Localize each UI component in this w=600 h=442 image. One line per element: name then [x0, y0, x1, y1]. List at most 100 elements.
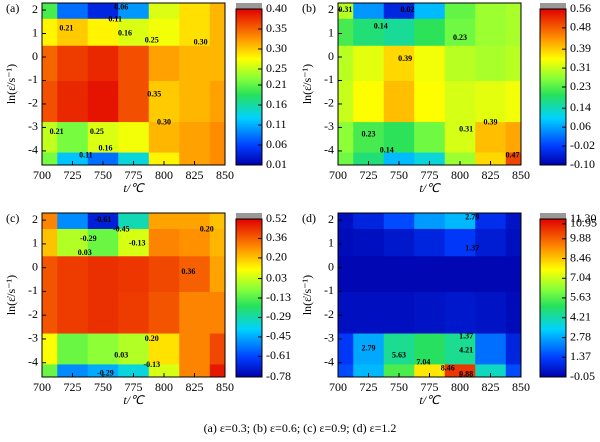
y-tick-label: -4	[324, 143, 334, 157]
contour-cell	[505, 3, 522, 19]
x-tick-label: 850	[512, 380, 530, 394]
contour-cell	[42, 121, 58, 153]
contour-cell	[444, 152, 476, 166]
contour-cell	[353, 291, 385, 334]
contour-cell	[475, 121, 507, 153]
y-tick-label: -1	[324, 283, 334, 297]
contour-cell	[414, 121, 446, 153]
y-axis-label: ln(ε̇/s⁻¹)	[4, 275, 18, 315]
y-tick-label: 1	[328, 25, 334, 39]
contour-cell	[505, 255, 522, 292]
colorbar-tick-label: 0.14	[570, 100, 591, 114]
contour-cell	[209, 80, 226, 123]
y-tick-label: 2	[32, 212, 38, 226]
colorbar-tick-label: 0.36	[266, 230, 287, 244]
contour-label: 4.21	[459, 346, 473, 355]
contour-cell	[444, 121, 476, 153]
contour-cell	[338, 213, 354, 229]
contour-cell	[57, 152, 89, 166]
colorbar-tick-label: 0.20	[266, 250, 287, 264]
contour-cell	[338, 152, 354, 166]
contour-cell	[353, 121, 385, 153]
y-axis-label: ln(ε̇/s⁻¹)	[4, 64, 18, 104]
contour-cell	[353, 228, 385, 257]
x-tick-label: 775	[125, 380, 143, 394]
contour-cell	[353, 18, 385, 46]
x-axis-label: t/℃	[419, 393, 441, 407]
contour-cell	[209, 45, 226, 81]
contour-cell	[179, 18, 211, 46]
contour-cell	[42, 3, 58, 19]
x-tick-label: 725	[64, 380, 82, 394]
contour-label: 0.30	[194, 38, 208, 47]
contour-cell	[383, 3, 415, 19]
contour-cell	[118, 363, 150, 378]
contour-label: -0.13	[143, 360, 160, 369]
contour-label: 0.16	[98, 143, 112, 152]
contour-cell	[444, 228, 476, 257]
x-tick-label: 850	[216, 380, 234, 394]
contour-cell	[475, 213, 507, 229]
contour-label: 0.39	[484, 118, 498, 127]
x-tick-label: 825	[186, 380, 204, 394]
contour-cell	[118, 80, 150, 123]
x-tick-label: 700	[329, 168, 347, 182]
contour-cell	[338, 363, 354, 378]
x-tick-label: 750	[390, 380, 408, 394]
contour-cell	[383, 18, 415, 46]
x-tick-label: 725	[64, 168, 82, 182]
contour-label: 0.25	[90, 127, 104, 136]
contour-label: 1.37	[459, 331, 473, 340]
colorbar-tick-label: -0.13	[266, 290, 291, 304]
contour-cell	[87, 228, 119, 257]
colorbar	[539, 218, 567, 378]
panel-label: (a)	[6, 1, 19, 15]
contour-cell	[353, 213, 385, 229]
contour-cell	[505, 152, 522, 166]
contour-cell	[179, 228, 211, 257]
colorbar-tick-label: -0.29	[266, 309, 291, 323]
colorbar-tick-label: 0.35	[266, 21, 287, 35]
contour-cell	[87, 3, 119, 19]
x-tick-label: 850	[216, 168, 234, 182]
contour-label: 2.79	[465, 213, 479, 222]
contour-label: 0.02	[401, 5, 415, 14]
contour-cell	[148, 152, 180, 166]
contour-cell	[148, 45, 180, 81]
contour-cell	[179, 80, 211, 123]
contour-cell	[383, 152, 415, 166]
contour-cell	[338, 121, 354, 153]
colorbar-tick-label: 0.11	[266, 117, 287, 131]
contour-label: 2.79	[362, 343, 376, 352]
contour-cell	[383, 45, 415, 81]
contour-cell	[383, 80, 415, 123]
contour-cell	[353, 152, 385, 166]
colorbar-tick-label: 11.30	[570, 211, 597, 225]
x-tick-label: 775	[125, 168, 143, 182]
contour-cell	[505, 121, 522, 153]
contour-cell	[209, 333, 226, 365]
contour-cell	[505, 291, 522, 334]
contour-cell	[414, 18, 446, 46]
contour-cell	[148, 80, 180, 123]
contour-cell	[414, 45, 446, 81]
contour-label: 0.36	[181, 267, 195, 276]
contour-cell	[179, 291, 211, 334]
contour-cell	[118, 3, 150, 19]
colorbar-tick-label: 0.31	[570, 60, 591, 74]
contour-cell	[118, 333, 150, 365]
x-tick-label: 800	[155, 380, 173, 394]
colorbar-tick-label: 0.21	[266, 77, 287, 91]
contour-cell	[87, 333, 119, 365]
contour-cell	[118, 213, 150, 229]
contour-cell	[338, 333, 354, 365]
y-tick-label: -4	[28, 354, 38, 368]
contour-cell	[57, 3, 89, 19]
contour-cell	[209, 363, 226, 378]
y-tick-label: 0	[328, 49, 334, 63]
contour-label: -0.13	[129, 239, 146, 248]
contour-label: 0.20	[200, 224, 214, 233]
contour-cell	[414, 213, 446, 229]
contour-cell	[179, 213, 211, 229]
contour-label: 0.25	[145, 35, 159, 44]
